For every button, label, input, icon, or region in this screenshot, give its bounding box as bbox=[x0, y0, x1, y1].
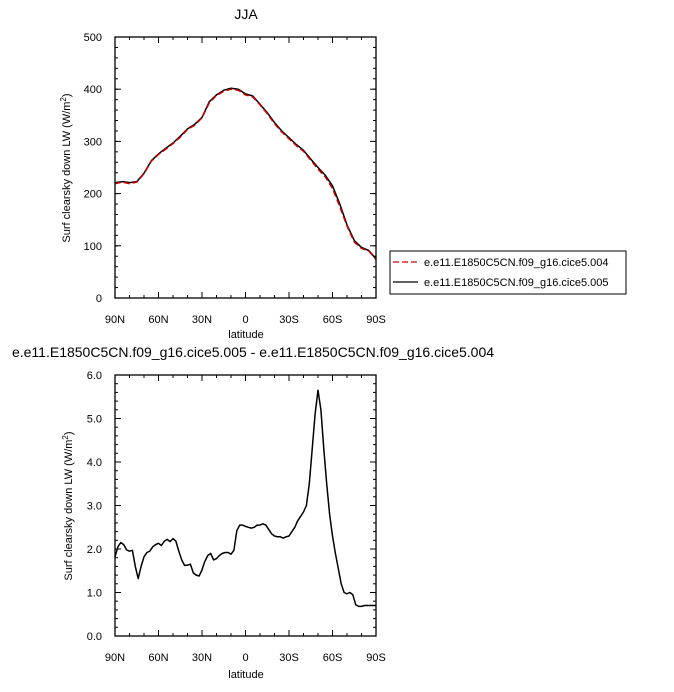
series-line bbox=[114, 87, 377, 260]
y-tick-label: 1.0 bbox=[87, 588, 102, 600]
y-tick-label: 3.0 bbox=[87, 501, 102, 513]
x-tick-label: 60N bbox=[148, 652, 168, 664]
y-tick-label: 0 bbox=[96, 293, 102, 305]
bottom-chart-title: e.e11.E1850C5CN.f09_g16.cice5.005 - e.e1… bbox=[12, 344, 494, 360]
y-tick-label: 500 bbox=[84, 32, 102, 44]
y-tick-label: 4.0 bbox=[87, 457, 102, 469]
bottom-y-axis-label: Surf clearsky down LW (W/m2) bbox=[61, 431, 75, 580]
top-chart-title: JJA bbox=[234, 6, 258, 22]
bottom-x-axis-label: latitude bbox=[228, 669, 263, 681]
x-tick-label: 30N bbox=[192, 652, 212, 664]
bottom-panel: e.e11.E1850C5CN.f09_g16.cice5.005 - e.e1… bbox=[12, 344, 494, 681]
y-tick-label: 100 bbox=[84, 241, 102, 253]
top-plot-frame bbox=[114, 36, 377, 299]
x-tick-label: 60N bbox=[148, 314, 168, 326]
y-tick-label: 5.0 bbox=[87, 414, 102, 426]
x-tick-label: 60S bbox=[323, 652, 343, 664]
bottom-plot-lines bbox=[114, 389, 376, 608]
y-tick-label: 0.0 bbox=[87, 631, 102, 643]
y-tick-label: 200 bbox=[84, 189, 102, 201]
x-tick-label: 0 bbox=[242, 652, 248, 664]
top-axis-ticks: 90N 60N 30N 0 30S 60S 90S 0 100 200 300 400 500 bbox=[84, 32, 386, 326]
x-tick-label: 30S bbox=[279, 314, 299, 326]
x-tick-label: 90N bbox=[105, 652, 125, 664]
x-tick-label: 90N bbox=[105, 314, 125, 326]
series-line bbox=[114, 88, 377, 260]
y-tick-label: 2.0 bbox=[87, 544, 102, 556]
x-tick-label: 60S bbox=[323, 314, 343, 326]
legend: e.e11.E1850C5CN.f09_g16.cice5.004 e.e11.… bbox=[389, 250, 627, 295]
legend-label-004: e.e11.E1850C5CN.f09_g16.cice5.004 bbox=[424, 257, 609, 269]
top-plot-lines bbox=[114, 87, 377, 260]
x-tick-label: 30S bbox=[279, 652, 299, 664]
x-tick-label: 90S bbox=[366, 652, 386, 664]
y-tick-label: 300 bbox=[84, 136, 102, 148]
legend-label-005: e.e11.E1850C5CN.f09_g16.cice5.005 bbox=[424, 277, 609, 289]
legend-box bbox=[389, 250, 627, 295]
x-tick-label: 30N bbox=[192, 314, 212, 326]
x-tick-label: 0 bbox=[242, 314, 248, 326]
top-x-axis-label: latitude bbox=[228, 329, 263, 341]
y-tick-label: 6.0 bbox=[87, 370, 102, 382]
bottom-plot-frame bbox=[114, 374, 377, 637]
y-tick-label: 400 bbox=[84, 84, 102, 96]
series-line bbox=[114, 389, 376, 608]
x-tick-label: 90S bbox=[366, 314, 386, 326]
top-panel: JJA Surf clearsky down LW (W/m2) latitud… bbox=[59, 6, 627, 341]
bottom-axis-ticks: 90N 60N 30N 0 30S 60S 90S 0.0 1.0 2.0 3.0 4.0 5.0 6.0 bbox=[87, 370, 386, 664]
top-y-axis-label: Surf clearsky down LW (W/m2) bbox=[59, 93, 73, 242]
